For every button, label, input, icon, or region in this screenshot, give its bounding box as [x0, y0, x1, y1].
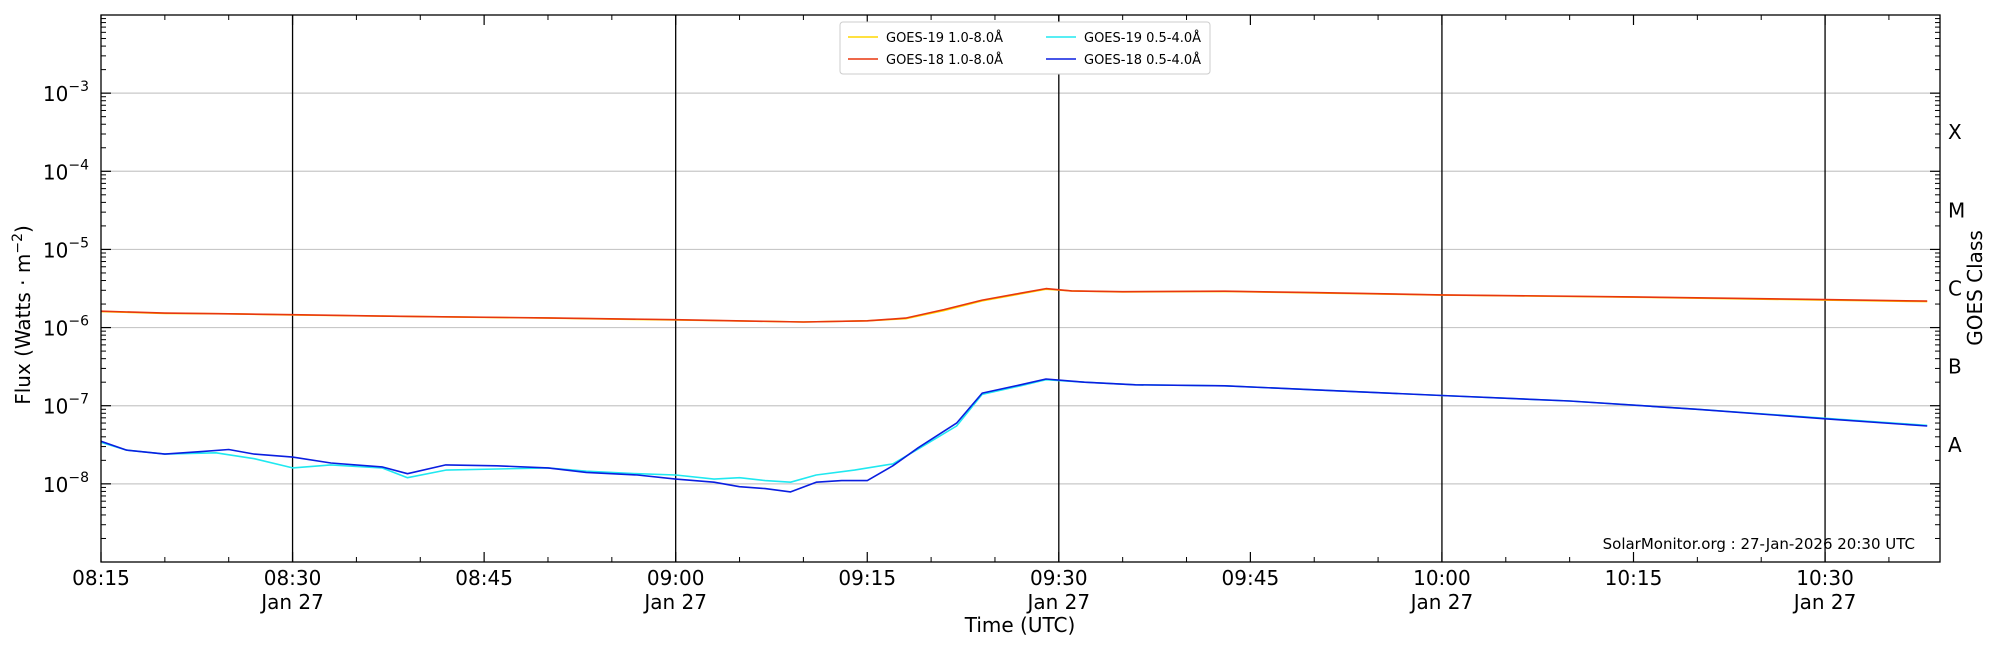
source-annotation: SolarMonitor.org : 27-Jan-2026 20:30 UTC [1603, 535, 1915, 553]
x-tick-date-label: Jan 27 [259, 590, 324, 614]
y-tick-base: 10 [43, 160, 68, 184]
x-tick-label: 08:15 [72, 566, 130, 590]
y-tick-label: 10−5 [43, 235, 89, 262]
series-lines [100, 287, 1928, 493]
x-tick-label: 10:30 [1796, 566, 1854, 590]
y-axis-title-sup: −2 [10, 233, 26, 254]
x-tick-label: 09:00 [647, 566, 705, 590]
y-tick-exp: −8 [68, 470, 89, 486]
y-tick-label: 10−8 [43, 470, 89, 497]
gridlines [101, 92, 1940, 485]
x-tick-label: 10:15 [1605, 566, 1663, 590]
x-tick-date-label: Jan 27 [1409, 590, 1474, 614]
x-tick-date-label: Jan 27 [1792, 590, 1857, 614]
series-line [100, 378, 1928, 493]
x-tick-label: 09:15 [838, 566, 896, 590]
x-tick-label: 08:30 [264, 566, 322, 590]
plot-frame [100, 14, 1941, 563]
goes-class-label: B [1948, 355, 1962, 379]
y-tick-base: 10 [43, 82, 68, 106]
goes-class-label: A [1948, 433, 1962, 457]
goes-class-label: X [1948, 120, 1962, 144]
goes-class-label: C [1948, 277, 1962, 301]
legend-label: GOES-18 0.5-4.0Å [1084, 52, 1201, 68]
y-tick-base: 10 [43, 395, 68, 419]
x-tick-label: 09:30 [1030, 566, 1088, 590]
y-tick-exp: −5 [68, 235, 89, 251]
x-tick-label: 10:00 [1413, 566, 1471, 590]
goes-class-axis-title: GOES Class [1963, 230, 1987, 346]
y-axis-title-prefix: Flux (Watts · m [11, 254, 35, 405]
x-tick-label: 08:45 [455, 566, 513, 590]
y-tick-label: 10−7 [43, 392, 89, 419]
y-axis-title-suffix: ) [11, 225, 35, 233]
legend-label: GOES-19 0.5-4.0Å [1084, 30, 1201, 46]
legend-label: GOES-18 1.0-8.0Å [886, 52, 1003, 68]
y-tick-base: 10 [43, 317, 68, 341]
y-tick-label: 10−4 [43, 157, 89, 184]
x-tick-date-label: Jan 27 [642, 590, 707, 614]
x-axis-title: Time (UTC) [964, 613, 1076, 637]
y-tick-exp: −3 [68, 79, 89, 95]
series-line [100, 287, 1928, 323]
y-tick-exp: −6 [68, 314, 89, 330]
y-tick-exp: −7 [68, 392, 89, 408]
x-tick-date-label: Jan 27 [1025, 590, 1090, 614]
x-tick-label: 09:45 [1222, 566, 1280, 590]
legend-box [839, 21, 1211, 75]
goes-class-label: M [1948, 198, 1965, 222]
y-tick-base: 10 [43, 238, 68, 262]
legend: GOES-19 1.0-8.0Å GOES-19 0.5-4.0Å GOES-18 … [839, 21, 1211, 75]
y-tick-exp: −4 [68, 157, 89, 173]
y-tick-label: 10−3 [43, 79, 89, 106]
y-tick-label: 10−6 [43, 314, 89, 341]
y-tick-base: 10 [43, 473, 68, 497]
legend-label: GOES-19 1.0-8.0Å [886, 30, 1003, 46]
y-axis-title: Flux (Watts · m−2) [10, 225, 35, 405]
day-time-lines [291, 15, 1826, 562]
